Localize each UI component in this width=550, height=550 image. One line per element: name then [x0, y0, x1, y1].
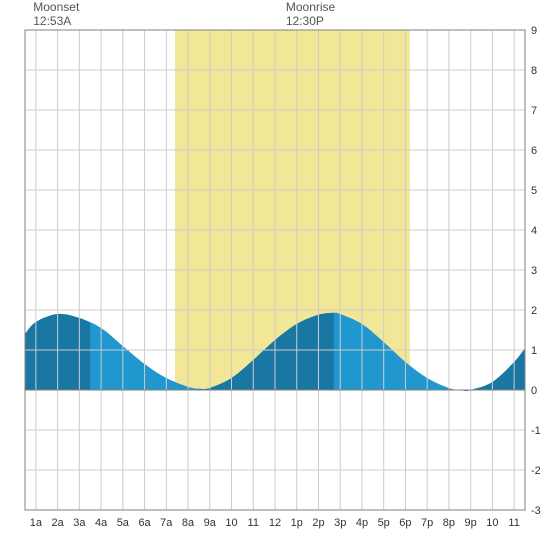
moonset-time: 12:53A [33, 14, 79, 28]
y-tick-label: -2 [531, 465, 541, 477]
x-tick-label: 7p [421, 517, 433, 529]
x-tick-label: 2p [312, 517, 324, 529]
x-tick-label: 10 [225, 517, 237, 529]
tide-chart: Moonset 12:53A Moonrise 12:30P -3-2-1012… [0, 0, 550, 550]
y-tick-label: 7 [531, 105, 537, 117]
x-tick-label: 11 [508, 517, 519, 529]
x-tick-label: 4p [356, 517, 368, 529]
x-tick-label: 3a [73, 517, 86, 529]
x-tick-label: 2a [51, 517, 64, 529]
y-tick-label: 3 [531, 265, 537, 277]
moonrise-time: 12:30P [286, 14, 335, 28]
y-tick-label: 2 [531, 305, 537, 317]
y-tick-label: 5 [531, 185, 537, 197]
moonrise-title: Moonrise [286, 0, 335, 14]
x-tick-label: 12 [269, 517, 281, 529]
x-tick-label: 11 [248, 517, 259, 529]
x-tick-label: 5a [117, 517, 130, 529]
x-tick-label: 5p [378, 517, 390, 529]
y-tick-label: 4 [531, 225, 537, 237]
x-tick-label: 7a [160, 517, 173, 529]
x-tick-label: 3p [334, 517, 346, 529]
y-tick-label: -1 [531, 425, 541, 437]
x-tick-label: 8a [182, 517, 195, 529]
y-tick-label: 1 [531, 345, 537, 357]
y-tick-label: 0 [531, 385, 537, 397]
x-tick-label: 6a [138, 517, 151, 529]
moonset-title: Moonset [33, 0, 79, 14]
moonset-label: Moonset 12:53A [33, 0, 79, 29]
y-tick-label: 8 [531, 65, 537, 77]
x-tick-label: 4a [95, 517, 108, 529]
x-tick-label: 10 [486, 517, 498, 529]
y-tick-label: 9 [531, 25, 537, 37]
y-tick-label: 6 [531, 145, 537, 157]
x-tick-label: 1a [30, 517, 43, 529]
x-tick-label: 1p [291, 517, 303, 529]
x-tick-label: 8p [443, 517, 455, 529]
moonrise-label: Moonrise 12:30P [286, 0, 335, 29]
x-tick-label: 6p [399, 517, 411, 529]
x-tick-label: 9p [465, 517, 477, 529]
x-tick-label: 9a [204, 517, 217, 529]
chart-svg: -3-2-101234567891a2a3a4a5a6a7a8a9a101112… [0, 0, 550, 550]
y-tick-label: -3 [531, 505, 541, 517]
